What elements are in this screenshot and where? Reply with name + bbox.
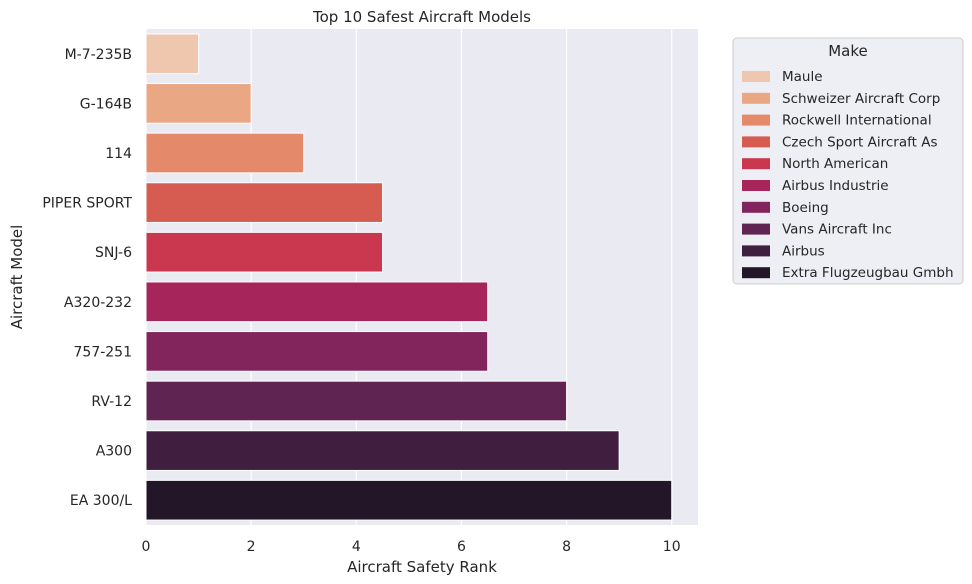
bar [145, 231, 384, 273]
legend-label: Airbus Industrie [782, 178, 889, 194]
bar [145, 182, 384, 223]
legend-label: Rockwell International [782, 113, 932, 129]
y-tick-label: 114 [105, 146, 132, 162]
legend-swatch [742, 71, 770, 82]
bar [145, 430, 620, 471]
x-tick-label: 6 [457, 539, 466, 555]
y-tick-label: RV-12 [91, 394, 132, 410]
legend-swatch [742, 201, 770, 213]
bar [145, 331, 489, 372]
legend-label: Maule [782, 69, 823, 85]
chart-title: Top 10 Safest Aircraft Models [312, 8, 531, 26]
bars [145, 33, 673, 521]
legend-label: Boeing [782, 200, 829, 216]
legend-swatch [742, 136, 770, 148]
legend-label: Czech Sport Aircraft As [782, 134, 937, 150]
legend-label: Extra Flugzeugbau Gmbh [782, 265, 954, 281]
legend-frame [732, 37, 964, 285]
legend-label: Vans Aircraft Inc [782, 222, 892, 238]
bar [145, 479, 673, 521]
legend-swatch [742, 245, 770, 257]
legend-label: Schweizer Aircraft Corp [782, 91, 940, 107]
bar [145, 132, 305, 174]
legend-swatch [742, 223, 770, 235]
x-axis-label: Aircraft Safety Rank [347, 558, 497, 576]
y-tick-label: M-7-235B [65, 47, 132, 63]
y-tick-labels: M-7-235B G-164B 114 PIPER SPORT SNJ-6 A320-23… [42, 47, 132, 509]
x-tick-label: 2 [247, 539, 256, 555]
y-tick-label: PIPER SPORT [42, 196, 132, 212]
legend-swatch [742, 158, 770, 170]
y-tick-label: G-164B [80, 96, 132, 112]
y-tick-label: SNJ-6 [95, 245, 132, 261]
legend-swatch [742, 180, 770, 191]
legend-items: Maule Schweizer Aircraft Corp Rockwell Int… [742, 69, 954, 281]
legend-swatch [742, 114, 770, 126]
x-tick-label: 4 [352, 539, 361, 555]
bar [145, 83, 252, 124]
bar [145, 380, 568, 422]
bar [145, 33, 200, 75]
bar [145, 281, 489, 323]
legend: Make Maule Schweizer Aircraft Corp Rockwel… [732, 37, 964, 285]
y-tick-label: A300 [96, 444, 132, 460]
y-tick-label: A320-232 [64, 295, 132, 311]
legend-swatch [742, 92, 770, 104]
y-tick-label: EA 300/L [70, 493, 132, 509]
x-tick-label: 8 [562, 539, 571, 555]
legend-swatch [742, 267, 770, 279]
x-tick-label: 0 [142, 539, 151, 555]
legend-title: Make [828, 42, 868, 60]
legend-label: Airbus [782, 243, 825, 259]
x-tick-labels: 0 2 4 6 8 10 [142, 539, 681, 555]
y-axis-label: Aircraft Model [8, 225, 26, 330]
x-tick-label: 10 [663, 539, 681, 555]
legend-label: North American [782, 156, 888, 172]
y-tick-label: 757-251 [74, 344, 133, 360]
